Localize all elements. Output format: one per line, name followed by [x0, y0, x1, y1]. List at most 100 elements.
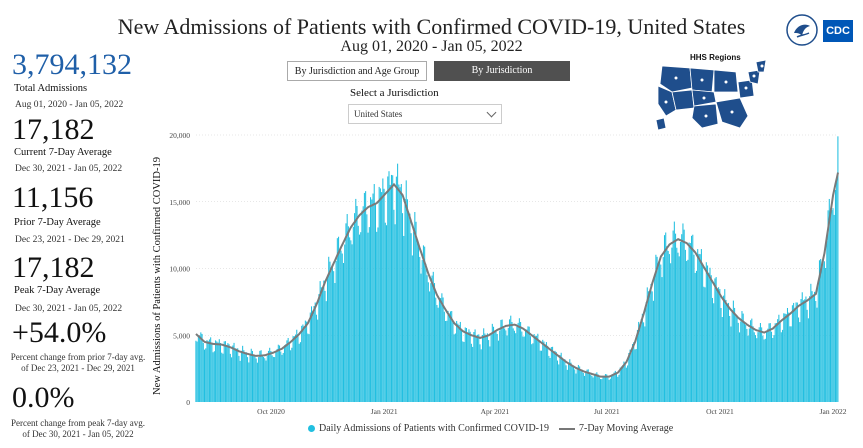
- daily-bar: [366, 214, 368, 402]
- daily-bar: [224, 341, 226, 402]
- daily-bar: [468, 329, 470, 402]
- daily-bar: [748, 328, 750, 402]
- daily-bar: [702, 263, 704, 402]
- daily-bar: [400, 184, 402, 402]
- daily-bar: [832, 208, 834, 402]
- daily-bar: [453, 334, 455, 402]
- daily-bar: [614, 370, 616, 402]
- jurisdiction-select[interactable]: United States: [348, 104, 502, 124]
- daily-bar: [609, 378, 611, 402]
- daily-bar: [821, 264, 823, 402]
- daily-bar: [322, 287, 324, 402]
- daily-bar: [358, 234, 361, 402]
- daily-bar: [601, 379, 603, 402]
- daily-bar: [569, 359, 571, 402]
- daily-bar: [651, 291, 653, 402]
- daily-bar: [791, 305, 793, 402]
- daily-bar: [405, 180, 407, 402]
- daily-bar: [555, 351, 557, 402]
- daily-bar: [812, 295, 814, 402]
- daily-bar: [330, 268, 332, 402]
- daily-bar: [315, 314, 317, 402]
- prior-avg-range: Dec 23, 2021 - Dec 29, 2021: [15, 235, 125, 245]
- daily-bar: [577, 364, 579, 402]
- daily-bar: [672, 230, 674, 402]
- daily-bar: [229, 353, 231, 402]
- tab-jurisdiction-age-group[interactable]: By Jurisdiction and Age Group: [287, 61, 427, 81]
- daily-bar: [677, 252, 679, 402]
- daily-bar: [325, 301, 327, 402]
- daily-bar: [831, 210, 833, 402]
- daily-bar: [804, 299, 806, 402]
- daily-bar: [219, 342, 222, 402]
- daily-bar: [326, 275, 329, 402]
- daily-bar: [347, 226, 349, 402]
- x-tick-label: Apr 2021: [481, 407, 510, 416]
- daily-bar: [670, 263, 672, 402]
- daily-bar: [659, 260, 661, 402]
- daily-bar: [606, 374, 608, 402]
- daily-bar: [504, 328, 506, 402]
- daily-bar: [729, 315, 731, 402]
- daily-bar: [827, 210, 829, 402]
- total-admissions-label: Total Admissions: [14, 83, 88, 94]
- daily-bar: [335, 261, 337, 402]
- daily-bar: [738, 332, 741, 402]
- daily-bar: [547, 345, 549, 402]
- daily-bar: [726, 303, 728, 402]
- daily-bar: [811, 291, 813, 402]
- hhs-regions-map[interactable]: [652, 58, 772, 138]
- daily-bar: [507, 327, 509, 402]
- daily-bar: [386, 225, 388, 402]
- daily-bar: [470, 343, 472, 402]
- daily-bar: [475, 335, 477, 402]
- daily-bar: [368, 227, 370, 402]
- daily-bar: [341, 253, 343, 402]
- daily-bar: [774, 323, 776, 402]
- daily-bar: [429, 291, 431, 402]
- daily-bar: [506, 335, 508, 402]
- page-title: New Admissions of Patients with Confirme…: [117, 14, 746, 39]
- daily-bar: [699, 254, 701, 402]
- daily-bar: [393, 209, 395, 402]
- daily-bar: [436, 304, 438, 402]
- daily-bar: [593, 375, 595, 402]
- daily-bar: [542, 339, 544, 402]
- daily-bar: [624, 362, 626, 402]
- daily-bar: [285, 344, 287, 402]
- daily-bar: [517, 322, 519, 402]
- daily-bar: [757, 332, 759, 402]
- daily-bar: [743, 322, 745, 402]
- pct-change-prior-value: +54.0%: [12, 316, 107, 349]
- daily-bar: [196, 341, 198, 402]
- daily-bar: [561, 357, 563, 402]
- daily-bar: [580, 370, 582, 402]
- daily-bar: [231, 357, 233, 402]
- daily-bar: [687, 259, 689, 402]
- daily-bar: [772, 337, 774, 402]
- daily-bar: [652, 300, 654, 402]
- daily-bar: [336, 238, 338, 402]
- daily-bar: [432, 271, 434, 402]
- daily-bar: [421, 260, 423, 402]
- daily-bar: [472, 346, 474, 402]
- daily-bar: [766, 330, 768, 402]
- tab-jurisdiction[interactable]: By Jurisdiction: [434, 61, 570, 81]
- daily-bar: [807, 318, 809, 402]
- daily-bar: [554, 350, 556, 402]
- daily-bar: [741, 311, 743, 402]
- daily-bar: [714, 278, 716, 402]
- daily-bar: [398, 184, 400, 402]
- daily-bar: [288, 344, 290, 402]
- daily-bar: [441, 293, 443, 402]
- daily-bar: [280, 351, 282, 402]
- daily-bar: [478, 334, 480, 402]
- daily-bar: [789, 326, 791, 402]
- daily-bar: [590, 374, 592, 402]
- daily-bar: [259, 350, 261, 402]
- daily-bar: [521, 331, 523, 402]
- daily-bar: [752, 326, 754, 402]
- cdc-logo: CDC: [823, 20, 853, 42]
- daily-bar: [410, 233, 412, 402]
